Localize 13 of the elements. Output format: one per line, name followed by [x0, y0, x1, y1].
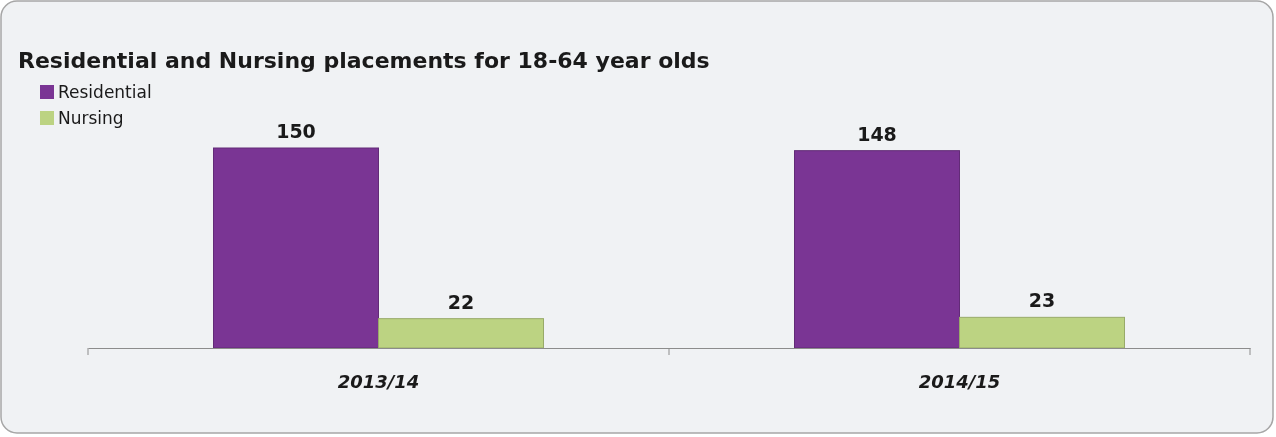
data-label: 22 — [447, 290, 475, 313]
legend-label: Nursing — [58, 108, 124, 128]
bar — [213, 147, 379, 349]
chart-title: Residential and Nursing placements for 18-64 year olds — [18, 48, 710, 73]
data-label: 148 — [857, 122, 897, 145]
data-label: 150 — [276, 120, 316, 142]
bar — [959, 316, 1125, 349]
x-tick-label: 2014/15 — [918, 371, 1001, 392]
bar — [378, 318, 544, 349]
legend-label: Residential — [58, 82, 152, 102]
data-label: 23 — [1028, 289, 1056, 312]
bar — [794, 150, 960, 349]
x-tick-label: 2013/14 — [337, 371, 420, 392]
